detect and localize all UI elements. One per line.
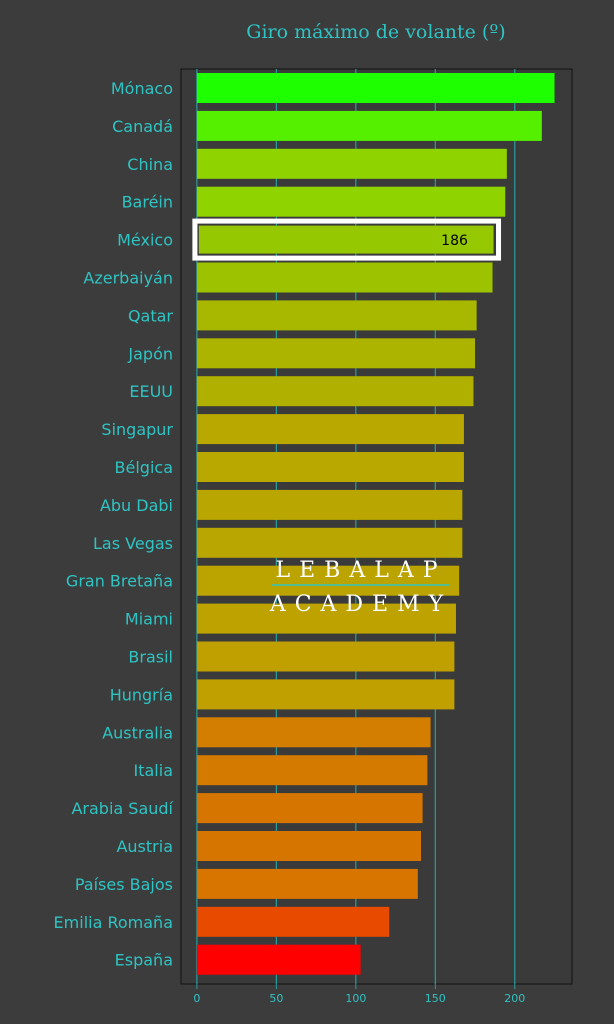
category-label: Hungría xyxy=(110,685,173,704)
bar xyxy=(196,793,423,824)
category-label: Gran Bretaña xyxy=(66,572,173,591)
category-label: Abu Dabi xyxy=(100,496,173,515)
category-label: México xyxy=(117,231,173,250)
bar xyxy=(196,717,431,748)
category-label: EEUU xyxy=(129,382,173,401)
bar xyxy=(196,110,542,141)
bar xyxy=(196,603,456,634)
bar-data-label: 186 xyxy=(441,233,468,249)
bar xyxy=(196,944,361,975)
bar xyxy=(196,414,464,445)
bar xyxy=(196,527,463,558)
bar xyxy=(196,565,460,596)
category-label: Las Vegas xyxy=(93,534,173,553)
bar xyxy=(196,906,390,937)
x-tick-label: 150 xyxy=(425,992,446,1005)
category-label: Australia xyxy=(102,723,173,742)
category-label: Miami xyxy=(125,610,173,629)
chart-title: Giro máximo de volante (º) xyxy=(246,21,505,43)
highlight-frame xyxy=(192,218,502,261)
bar xyxy=(196,300,477,331)
bar xyxy=(196,831,422,861)
category-label: Singapur xyxy=(101,420,173,439)
category-label: Emilia Romaña xyxy=(54,913,173,932)
bar xyxy=(196,679,455,710)
category-label: Mónaco xyxy=(111,79,173,98)
bar xyxy=(196,376,474,407)
x-tick-label: 0 xyxy=(193,992,200,1005)
bar xyxy=(196,641,455,672)
category-label: Qatar xyxy=(128,306,173,325)
category-label: Japón xyxy=(127,344,173,363)
category-label: Canadá xyxy=(112,117,173,136)
category-label: España xyxy=(115,951,173,970)
bar xyxy=(196,452,464,482)
category-label: China xyxy=(127,155,173,174)
bar xyxy=(196,868,418,899)
watermark-line-1: LEBALAP xyxy=(275,558,446,583)
x-tick-label: 200 xyxy=(504,992,525,1005)
bar xyxy=(196,73,555,103)
bar xyxy=(196,148,507,179)
category-label: Bélgica xyxy=(115,458,173,477)
bar xyxy=(196,489,463,520)
category-label: Italia xyxy=(134,761,174,780)
category-label: Baréin xyxy=(122,193,173,212)
x-tick-label: 100 xyxy=(345,992,366,1005)
category-label: Azerbaiyán xyxy=(83,269,173,288)
bar xyxy=(196,262,493,293)
x-tick-label: 50 xyxy=(269,992,283,1005)
bar xyxy=(198,225,494,254)
category-label: Países Bajos xyxy=(75,875,173,894)
bar xyxy=(196,186,506,217)
watermark-line-2: ACADEMY xyxy=(269,592,452,617)
watermark: LEBALAP ACADEMY xyxy=(269,558,452,617)
x-tick-labels: 0 50 100 150 200 xyxy=(193,984,525,1005)
bar xyxy=(196,755,428,786)
bars: 186 xyxy=(192,73,555,975)
category-label: Arabia Saudí xyxy=(71,799,173,818)
category-labels: Mónaco Canadá China Baréin México Azerbaiyán Q… xyxy=(54,79,174,970)
bar xyxy=(196,338,476,369)
category-label: Brasil xyxy=(128,648,173,667)
category-label: Austria xyxy=(116,837,173,856)
